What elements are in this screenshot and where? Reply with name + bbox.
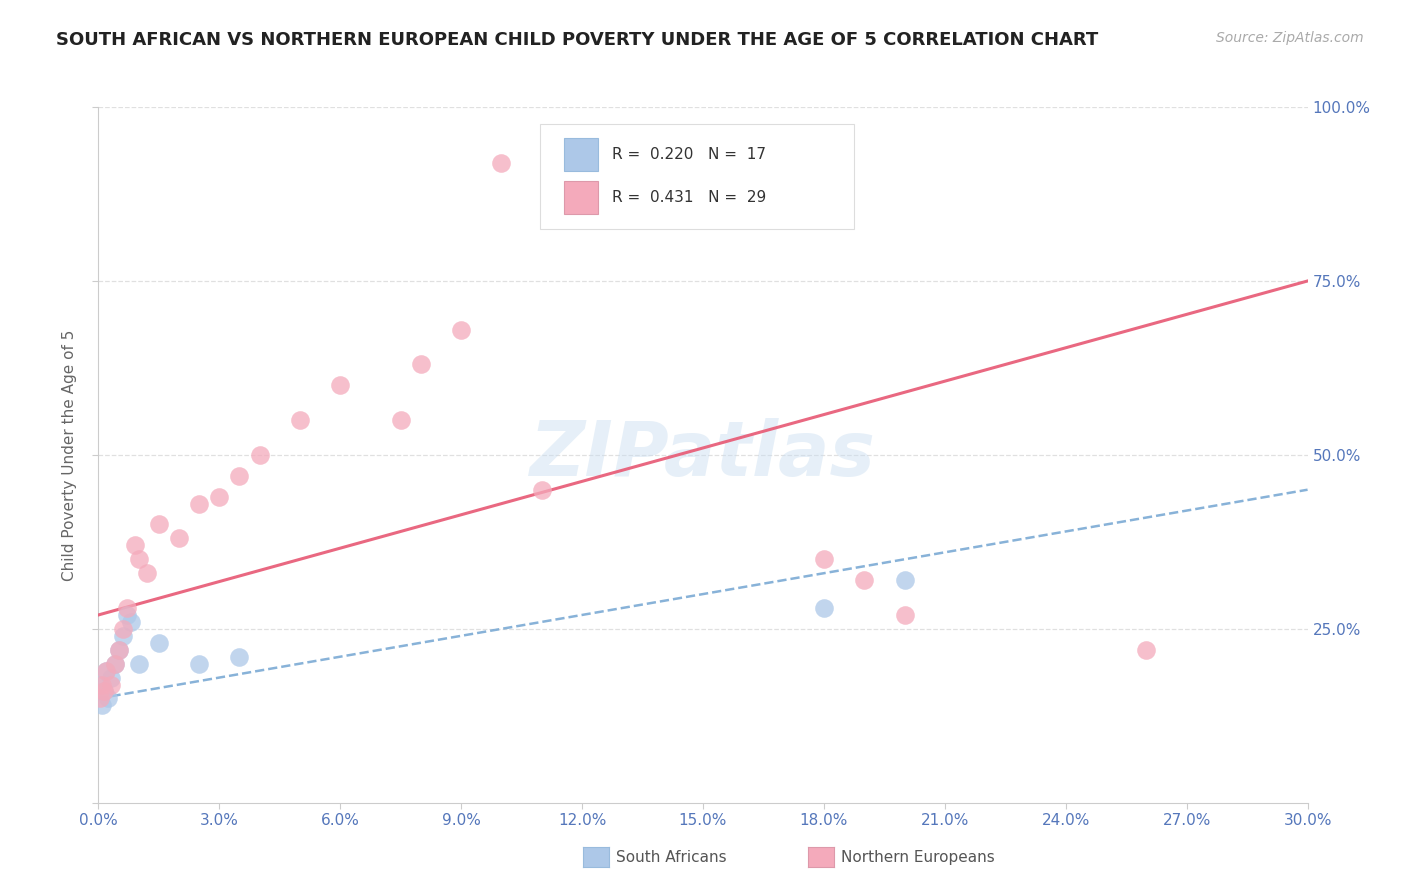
Point — [1135, 642, 1157, 657]
Point — [128, 657, 150, 671]
FancyBboxPatch shape — [564, 137, 598, 171]
Point — [91, 698, 114, 713]
Point — [97, 691, 120, 706]
Point — [124, 538, 146, 552]
Point — [115, 607, 138, 622]
Point — [115, 601, 138, 615]
Text: SOUTH AFRICAN VS NORTHERN EUROPEAN CHILD POVERTY UNDER THE AGE OF 5 CORRELATION : SOUTH AFRICAN VS NORTHERN EUROPEAN CHILD… — [56, 31, 1098, 49]
Point — [107, 642, 129, 657]
Point — [103, 657, 125, 671]
Point — [167, 532, 190, 546]
Point — [107, 642, 129, 657]
Text: Northern Europeans: Northern Europeans — [841, 850, 994, 864]
Point — [228, 468, 250, 483]
Point — [89, 677, 111, 691]
FancyBboxPatch shape — [540, 124, 855, 229]
Point — [148, 636, 170, 650]
Text: ZIPatlas: ZIPatlas — [530, 418, 876, 491]
Point — [893, 573, 915, 587]
Point — [93, 684, 115, 698]
Point — [530, 483, 553, 497]
Point — [96, 664, 118, 678]
Point — [111, 629, 134, 643]
Point — [813, 552, 835, 566]
Point — [893, 607, 915, 622]
Point — [188, 657, 211, 671]
Point — [120, 615, 142, 629]
Point — [853, 573, 876, 587]
Point — [491, 155, 513, 169]
Point — [249, 448, 271, 462]
Point — [228, 649, 250, 664]
Y-axis label: Child Poverty Under the Age of 5: Child Poverty Under the Age of 5 — [62, 329, 77, 581]
Point — [96, 664, 118, 678]
Text: Source: ZipAtlas.com: Source: ZipAtlas.com — [1216, 31, 1364, 45]
Text: South Africans: South Africans — [616, 850, 727, 864]
Point — [329, 378, 352, 392]
Point — [89, 691, 111, 706]
Point — [91, 677, 114, 691]
Point — [111, 622, 134, 636]
Point — [100, 677, 122, 691]
Point — [389, 413, 412, 427]
Point — [128, 552, 150, 566]
Point — [288, 413, 311, 427]
Point — [135, 566, 157, 581]
Point — [409, 358, 432, 372]
Point — [450, 323, 472, 337]
Point — [188, 497, 211, 511]
Point — [103, 657, 125, 671]
Point — [208, 490, 231, 504]
Point — [100, 671, 122, 685]
Point — [813, 601, 835, 615]
Text: R =  0.220   N =  17: R = 0.220 N = 17 — [613, 147, 766, 161]
Text: R =  0.431   N =  29: R = 0.431 N = 29 — [613, 190, 766, 205]
Point — [148, 517, 170, 532]
FancyBboxPatch shape — [564, 181, 598, 214]
Point — [93, 684, 115, 698]
